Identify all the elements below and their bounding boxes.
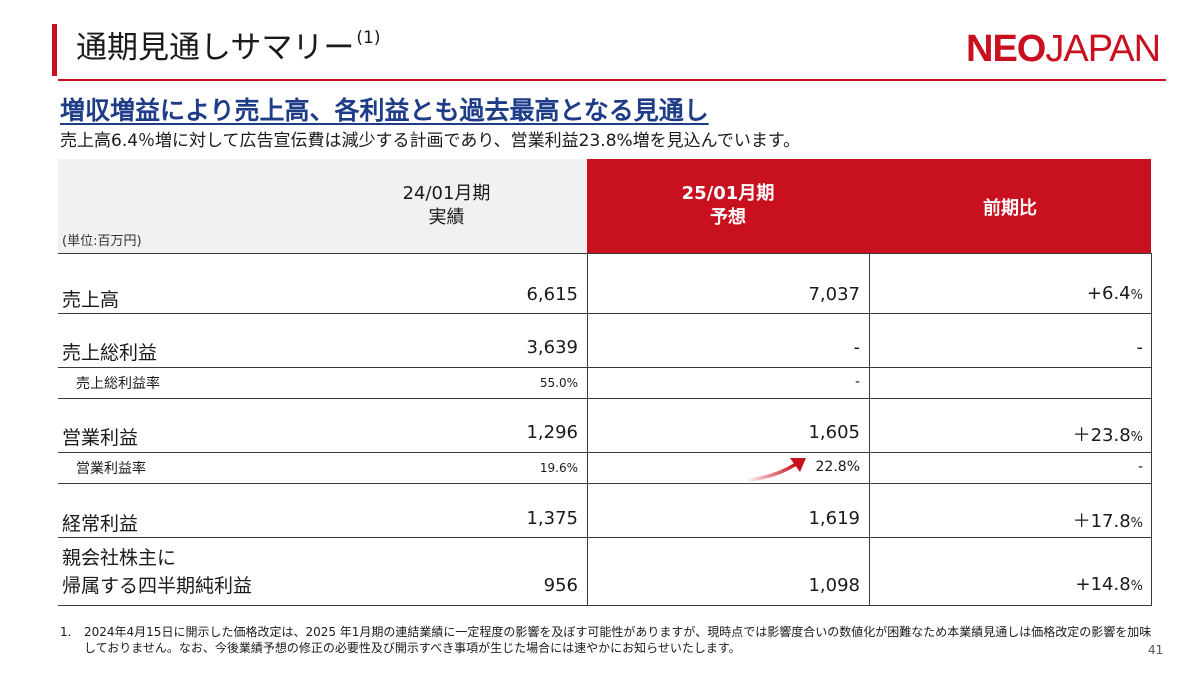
headline: 増収増益により売上高、各利益とも過去最高となる見通し xyxy=(60,96,709,125)
row-label-net-income: 親会社株主に 帰属する四半期純利益 xyxy=(62,544,252,600)
prev-gross-profit: 3,639 xyxy=(526,337,578,358)
yoy-sign: ＋ xyxy=(1072,511,1091,532)
col-yoy-label: 前期比 xyxy=(983,198,1037,219)
row-rule xyxy=(58,483,1152,484)
yoy-value: 17.8 xyxy=(1090,511,1131,532)
col-yoy-header: 前期比 xyxy=(869,159,1151,253)
yoy-sales: +6.4% xyxy=(1000,283,1143,304)
row-label-operating-profit: 営業利益 xyxy=(62,427,139,449)
col-fcst-header: 25/01月期 予想 xyxy=(587,159,869,253)
fcst-gross-profit: - xyxy=(853,337,861,358)
yoy-unit: % xyxy=(1130,579,1143,594)
row-rule xyxy=(58,605,1152,606)
row-rule xyxy=(58,452,1152,453)
row-label-sales: 売上高 xyxy=(62,289,120,311)
fcst-ordinary-profit: 1,619 xyxy=(808,508,860,529)
col-divider-right xyxy=(1151,253,1152,605)
accent-bar xyxy=(52,24,57,76)
row-label-operating-margin: 営業利益率 xyxy=(76,461,146,477)
prev-operating-margin: 19.6% xyxy=(539,461,578,475)
fcst-gross-margin: - xyxy=(854,374,860,390)
unit-label: (単位:百万円) xyxy=(62,234,142,249)
row-label-ordinary-profit: 経常利益 xyxy=(62,513,139,535)
yoy-operating-margin: - xyxy=(1137,459,1143,475)
row-rule xyxy=(58,537,1152,538)
prev-gross-margin: 55.0% xyxy=(539,376,578,390)
yoy-sign: + xyxy=(1086,283,1102,304)
yoy-sign: + xyxy=(1075,574,1091,595)
footnote-text: 2024年4月15日に開示した価格改定は、2025 年1月期の連結業績に一定程度… xyxy=(84,625,1152,655)
yoy-sign: ＋ xyxy=(1072,425,1091,446)
row-label-net-income-line1: 親会社株主に xyxy=(62,547,177,569)
footnote-number: 1. xyxy=(60,625,72,639)
col-divider-2 xyxy=(869,253,870,605)
yoy-gross-profit: - xyxy=(1136,337,1144,358)
fcst-sales: 7,037 xyxy=(808,284,860,305)
page-number: 41 xyxy=(1148,643,1164,657)
fcst-operating-margin: 22.8% xyxy=(815,459,860,475)
yoy-net-income: +14.8% xyxy=(1000,574,1143,595)
company-logo: NEOJAPAN xyxy=(966,28,1161,71)
row-rule xyxy=(58,253,1152,254)
page-title-text: 通期見通しサマリー xyxy=(76,30,355,66)
col-divider-1 xyxy=(587,253,588,605)
yoy-operating-profit: ＋23.8% xyxy=(1000,421,1143,447)
prev-ordinary-profit: 1,375 xyxy=(526,508,578,529)
row-rule xyxy=(58,398,1152,399)
yoy-value: 23.8 xyxy=(1090,425,1131,446)
yoy-ordinary-profit: ＋17.8% xyxy=(1000,507,1143,533)
yoy-value: 6.4 xyxy=(1102,283,1131,304)
title-footnote-ref: (1) xyxy=(356,27,381,48)
row-label-gross-margin: 売上総利益率 xyxy=(76,376,160,392)
col-prev-period: 24/01月期 xyxy=(402,183,491,204)
row-label-net-income-line2: 帰属する四半期純利益 xyxy=(62,575,253,597)
fcst-operating-profit: 1,605 xyxy=(808,422,860,443)
fcst-net-income: 1,098 xyxy=(808,575,860,596)
col-prev-type: 実績 xyxy=(428,207,465,228)
yoy-unit: % xyxy=(1130,516,1143,531)
prev-sales: 6,615 xyxy=(526,284,578,305)
logo-light-text: JAPAN xyxy=(1045,28,1161,70)
row-rule xyxy=(58,313,1152,314)
prev-net-income: 956 xyxy=(543,575,578,596)
prev-operating-profit: 1,296 xyxy=(526,422,578,443)
yoy-value: 14.8 xyxy=(1090,574,1131,595)
col-fcst-type: 予想 xyxy=(710,207,746,228)
footnote: 1. 2024年4月15日に開示した価格改定は、2025 年1月期の連結業績に一… xyxy=(60,624,1155,656)
up-arrow-icon xyxy=(744,458,806,482)
col-fcst-period: 25/01月期 xyxy=(681,183,775,204)
subline: 売上高6.4％増に対して広告宣伝費は減少する計画であり、営業利益23.8%増を見… xyxy=(60,131,801,151)
page-title: 通期見通しサマリー (1) xyxy=(76,22,380,67)
yoy-unit: % xyxy=(1130,430,1143,445)
header-divider xyxy=(58,79,1166,81)
table-header-left xyxy=(58,159,587,253)
yoy-unit: % xyxy=(1130,288,1143,303)
logo-bold-text: NEO xyxy=(966,28,1046,70)
row-label-gross-profit: 売上総利益 xyxy=(62,342,158,364)
row-rule xyxy=(58,367,1152,368)
col-prev-header: 24/01月期 実績 xyxy=(306,182,587,230)
